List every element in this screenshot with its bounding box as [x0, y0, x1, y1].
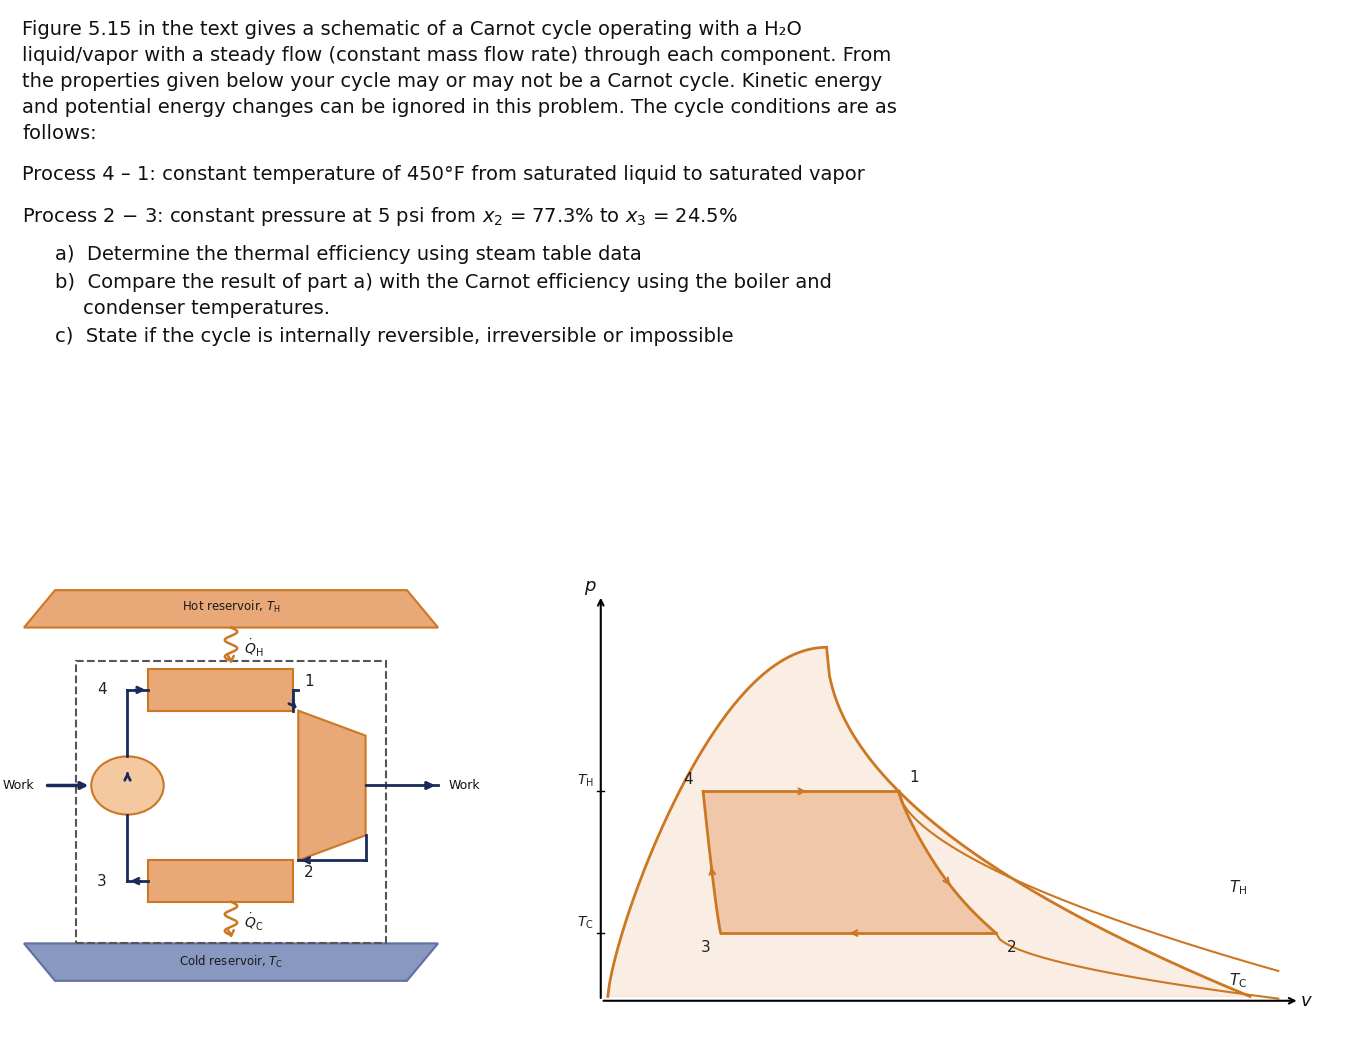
Polygon shape: [25, 943, 439, 981]
Text: Work: Work: [448, 779, 479, 792]
Text: $T_{\rm H}$: $T_{\rm H}$: [1229, 878, 1248, 897]
Text: 3: 3: [97, 874, 106, 888]
Text: Condenser: Condenser: [185, 875, 256, 887]
Text: Hot reservoir, $T_{\rm H}$: Hot reservoir, $T_{\rm H}$: [181, 598, 281, 615]
Text: 2: 2: [304, 865, 313, 880]
Text: Turbine: Turbine: [313, 779, 357, 792]
Polygon shape: [25, 590, 439, 628]
Text: a)  Determine the thermal efficiency using steam table data: a) Determine the thermal efficiency usin…: [54, 245, 642, 264]
Text: 3: 3: [700, 939, 710, 955]
Text: $T_{\rm H}$: $T_{\rm H}$: [577, 773, 594, 790]
Text: c)  State if the cycle is internally reversible, irreversible or impossible: c) State if the cycle is internally reve…: [54, 327, 734, 346]
Text: $p$: $p$: [584, 580, 597, 597]
FancyBboxPatch shape: [148, 860, 293, 902]
Text: $v$: $v$: [1301, 992, 1313, 1010]
Text: $\dot{Q}_{\rm C}$: $\dot{Q}_{\rm C}$: [244, 912, 263, 933]
Text: 2: 2: [1007, 939, 1016, 955]
Text: and potential energy changes can be ignored in this problem. The cycle condition: and potential energy changes can be igno…: [22, 99, 898, 117]
Text: 1: 1: [910, 770, 919, 784]
Text: Process 2 $-$ 3: constant pressure at 5 psi from $x_2$ = 77.3% to $x_3$ = 24.5%: Process 2 $-$ 3: constant pressure at 5 …: [22, 205, 738, 228]
Text: Pump: Pump: [110, 779, 144, 792]
Text: 4: 4: [682, 772, 692, 787]
Text: follows:: follows:: [22, 125, 97, 143]
Text: condenser temperatures.: condenser temperatures.: [83, 299, 330, 318]
Text: 4: 4: [97, 683, 106, 697]
Text: 1: 1: [304, 674, 313, 689]
Text: the properties given below your cycle may or may not be a Carnot cycle. Kinetic : the properties given below your cycle ma…: [22, 73, 883, 91]
Text: $\dot{Q}_{\rm H}$: $\dot{Q}_{\rm H}$: [244, 638, 263, 659]
Polygon shape: [703, 792, 996, 933]
Text: b)  Compare the result of part a) with the Carnot efficiency using the boiler an: b) Compare the result of part a) with th…: [54, 273, 832, 292]
Polygon shape: [298, 711, 365, 860]
FancyBboxPatch shape: [148, 669, 293, 711]
Text: liquid/vapor with a steady flow (constant mass flow rate) through each component: liquid/vapor with a steady flow (constan…: [22, 46, 891, 65]
Text: Process 4 – 1: constant temperature of 450°F from saturated liquid to saturated : Process 4 – 1: constant temperature of 4…: [22, 164, 865, 184]
Text: $T_{\rm C}$: $T_{\rm C}$: [577, 914, 594, 931]
Circle shape: [91, 756, 163, 815]
Text: Boiler: Boiler: [202, 684, 240, 696]
Polygon shape: [607, 647, 1250, 996]
Text: Work: Work: [3, 779, 34, 792]
Text: Figure 5.15 in the text gives a schematic of a Carnot cycle operating with a H₂O: Figure 5.15 in the text gives a schemati…: [22, 20, 802, 39]
Text: $T_{\rm C}$: $T_{\rm C}$: [1229, 971, 1248, 990]
Bar: [76, 661, 387, 943]
Text: Cold reservoir, $T_{\rm C}$: Cold reservoir, $T_{\rm C}$: [178, 954, 283, 970]
